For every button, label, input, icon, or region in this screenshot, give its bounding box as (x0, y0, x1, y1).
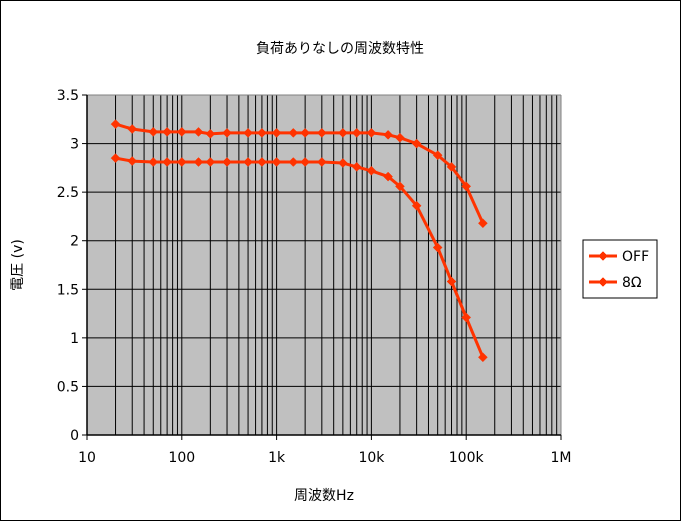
data-point (300, 157, 310, 167)
data-point (461, 312, 472, 323)
data-point (395, 132, 405, 143)
data-point (176, 127, 187, 137)
data-point (395, 181, 405, 192)
y-tick-label: 0.5 (57, 379, 79, 395)
chart-title: 負荷ありなしの周波数特性 (256, 41, 424, 57)
data-point (461, 181, 472, 192)
data-point (176, 157, 187, 167)
data-point (222, 128, 232, 138)
data-point (446, 162, 457, 172)
data-point (243, 157, 253, 167)
data-point (205, 129, 216, 139)
data-point (162, 157, 172, 167)
data-point (383, 171, 393, 182)
legend-swatch-marker (598, 251, 608, 261)
data-point (351, 162, 362, 172)
data-point (411, 138, 422, 149)
y-tick-label: 3.5 (57, 88, 79, 104)
x-tick-label: 1k (268, 450, 286, 466)
legend-label: OFF (622, 249, 649, 265)
y-axis-label: 電圧 (v) (10, 239, 26, 291)
data-point (383, 129, 393, 140)
data-point (148, 127, 159, 137)
series-2 (110, 153, 488, 363)
y-tick-label: 2 (70, 234, 79, 250)
data-point (193, 127, 204, 137)
data-point (243, 128, 253, 138)
y-tick-label: 0 (70, 428, 79, 444)
data-point (271, 128, 282, 138)
y-tick-labels: 0 0.5 1 1.5 2 2.5 3 3.5 (57, 88, 79, 444)
data-point (110, 119, 121, 129)
grid-lines (87, 94, 562, 435)
data-point (271, 157, 282, 167)
data-point (316, 128, 327, 138)
x-tick-label: 100 (168, 450, 195, 466)
legend-label: 8Ω (622, 275, 642, 291)
plot-area (87, 95, 561, 435)
data-point (110, 153, 121, 163)
x-tick-label: 1M (551, 450, 572, 466)
series-1 (110, 119, 488, 229)
x-tick-label: 100k (449, 450, 485, 466)
data-point (148, 157, 159, 167)
y-tick-label: 2.5 (57, 185, 79, 201)
data-point (316, 157, 327, 167)
legend-box (582, 239, 658, 299)
x-tick-label: 10 (78, 450, 96, 466)
data-point (411, 200, 422, 211)
y-tick-label: 1 (70, 331, 79, 347)
data-point (338, 158, 348, 168)
data-point (366, 128, 377, 138)
x-axis-label: 周波数Hz (294, 488, 354, 504)
y-tick-label: 1.5 (57, 282, 79, 298)
axes (82, 94, 562, 440)
data-point (338, 128, 348, 138)
data-point (366, 165, 377, 176)
data-point (288, 157, 299, 167)
data-point (205, 157, 216, 167)
data-point (257, 157, 267, 167)
data-point (257, 128, 267, 138)
series-layer (110, 119, 488, 363)
y-tick-label: 3 (70, 137, 79, 153)
data-point (222, 157, 232, 167)
data-point (300, 128, 310, 138)
data-point (127, 156, 138, 166)
data-point (162, 127, 172, 137)
data-point (288, 128, 299, 138)
data-point (478, 218, 488, 229)
data-point (432, 150, 443, 161)
data-point (478, 352, 488, 363)
x-tick-labels: 10 100 1k 10k 100k 1M (78, 450, 571, 466)
x-tick-label: 10k (358, 450, 385, 466)
data-point (127, 124, 138, 134)
legend-swatch-marker (598, 277, 608, 287)
data-point (193, 157, 204, 167)
data-point (351, 128, 362, 138)
data-point (446, 276, 457, 287)
legend: OFF 8Ω (582, 239, 658, 299)
data-point (432, 242, 443, 253)
